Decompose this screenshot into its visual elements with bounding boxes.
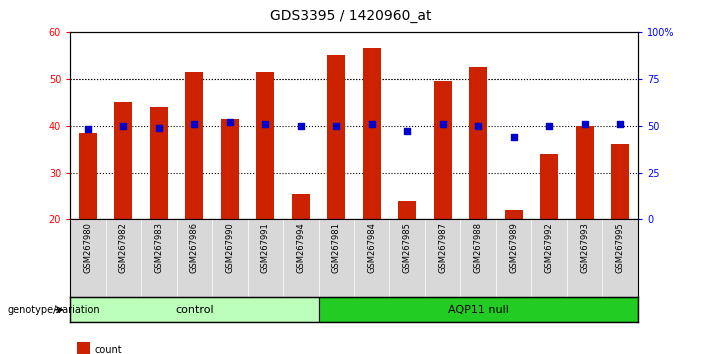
Point [118,123,129,129]
Point [224,119,236,125]
Bar [611,144,629,219]
Point [508,134,519,140]
Bar [398,201,416,219]
Bar [363,48,381,219]
Text: count: count [95,346,122,354]
Bar [77,342,90,354]
Bar [470,67,487,219]
Bar [221,119,238,219]
Point [437,121,449,127]
Bar [327,55,345,219]
Text: GSM267982: GSM267982 [119,222,128,273]
Point [402,129,413,134]
Text: GSM267990: GSM267990 [225,222,234,273]
Text: GSM267989: GSM267989 [509,222,518,273]
Point [259,121,271,127]
Bar [576,126,594,219]
Bar [114,102,132,219]
Bar [186,72,203,219]
Point [543,123,554,129]
Text: GSM267991: GSM267991 [261,222,270,273]
Text: genotype/variation: genotype/variation [7,305,100,315]
Text: GDS3395 / 1420960_at: GDS3395 / 1420960_at [270,9,431,23]
Bar [318,297,638,322]
Bar [257,72,274,219]
Point [472,123,484,129]
Text: GSM267994: GSM267994 [297,222,305,273]
Text: GSM267988: GSM267988 [474,222,483,273]
Bar [70,297,318,322]
Point [82,127,93,132]
Bar [79,133,97,219]
Text: GSM267995: GSM267995 [615,222,625,273]
Point [154,125,165,130]
Text: AQP11 null: AQP11 null [448,305,509,315]
Text: GSM267987: GSM267987 [438,222,447,273]
Bar [292,194,310,219]
Point [295,123,306,129]
Text: GSM267986: GSM267986 [190,222,199,273]
Bar [505,210,522,219]
Point [615,121,626,127]
Point [579,121,590,127]
Text: GSM267984: GSM267984 [367,222,376,273]
Point [331,123,342,129]
Bar [540,154,558,219]
Text: GSM267981: GSM267981 [332,222,341,273]
Text: control: control [175,305,214,315]
Point [366,121,377,127]
Text: GSM267992: GSM267992 [545,222,554,273]
Text: GSM267993: GSM267993 [580,222,589,273]
Point [189,121,200,127]
Text: GSM267985: GSM267985 [403,222,411,273]
Bar [434,81,451,219]
Bar [150,107,168,219]
Text: GSM267980: GSM267980 [83,222,93,273]
Text: GSM267983: GSM267983 [154,222,163,273]
